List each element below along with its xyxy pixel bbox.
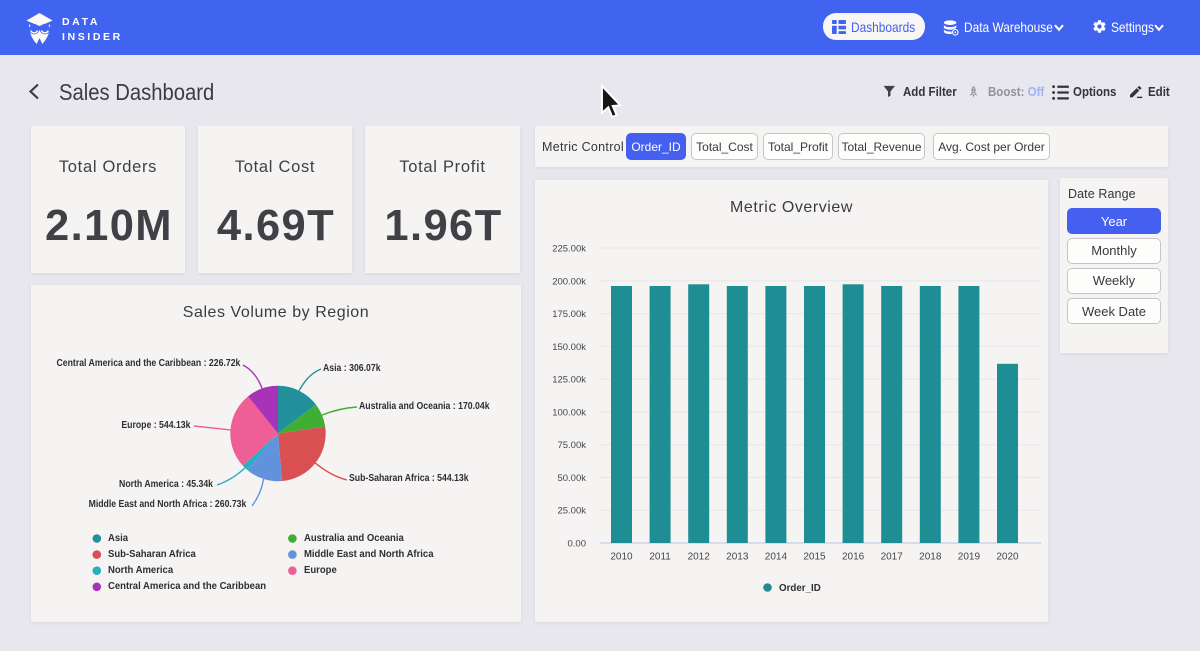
svg-text:100.00k: 100.00k [552,407,586,418]
svg-text:125.00k: 125.00k [552,375,586,386]
svg-text:50.00k: 50.00k [557,473,586,484]
svg-text:2015: 2015 [803,552,826,563]
svg-text:2012: 2012 [688,552,711,563]
svg-text:200.00k: 200.00k [552,276,586,287]
svg-text:2010: 2010 [610,552,633,563]
svg-text:2014: 2014 [765,552,788,563]
svg-text:2016: 2016 [842,552,865,563]
svg-text:2020: 2020 [996,552,1019,563]
svg-text:2017: 2017 [881,552,904,563]
svg-text:25.00k: 25.00k [557,506,586,517]
svg-text:2019: 2019 [958,552,981,563]
svg-text:175.00k: 175.00k [552,309,586,320]
svg-text:2018: 2018 [919,552,942,563]
svg-text:75.00k: 75.00k [557,440,586,451]
svg-text:150.00k: 150.00k [552,342,586,353]
svg-text:2013: 2013 [726,552,749,563]
svg-text:225.00k: 225.00k [552,244,586,255]
svg-text:2011: 2011 [649,552,671,563]
svg-text:0.00: 0.00 [568,539,587,550]
